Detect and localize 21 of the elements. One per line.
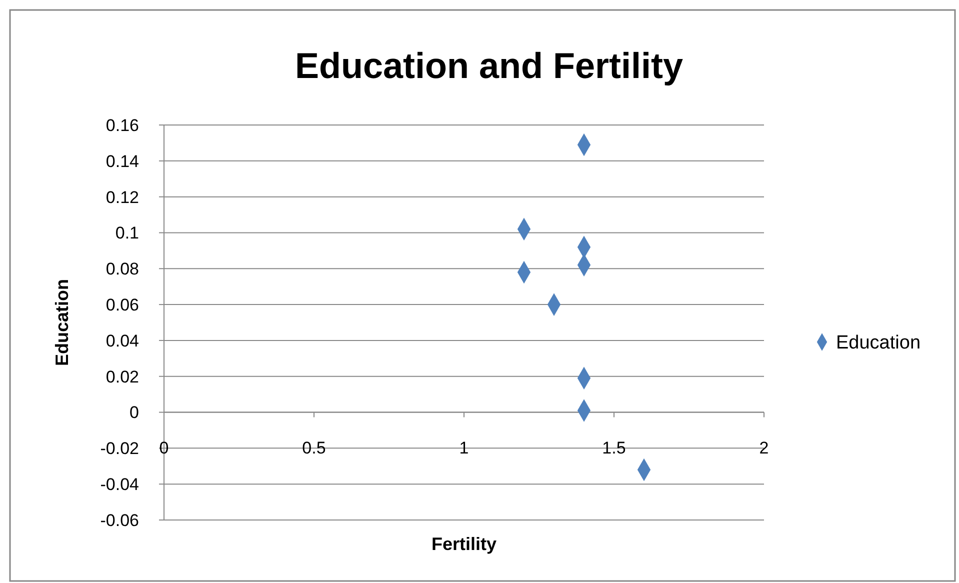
y-tick-label: 0.12: [106, 188, 139, 207]
y-tick-label: -0.02: [100, 439, 139, 458]
y-axis-title: Education: [52, 278, 72, 366]
chart-title: Education and Fertility: [294, 45, 684, 86]
x-tick-label: 0.5: [302, 438, 326, 458]
y-tick-label: 0.16: [106, 116, 139, 135]
x-axis-title: Fertility: [431, 534, 497, 554]
y-tick-label: 0.02: [106, 367, 139, 386]
y-tick-label: -0.04: [100, 475, 139, 494]
x-tick-label: 2: [759, 438, 769, 458]
y-tick-label: 0: [130, 403, 139, 422]
y-tick-label: -0.06: [100, 510, 139, 530]
y-tick-label: 0.1: [115, 224, 139, 243]
y-tick-label: 0.04: [106, 331, 139, 350]
y-tick-label: 0.14: [106, 152, 139, 171]
x-tick-label: 1: [459, 438, 469, 458]
x-tick-label: 1.5: [602, 438, 626, 458]
legend-label: Education: [836, 332, 921, 354]
y-tick-label: 0.06: [106, 295, 139, 314]
y-tick-label: 0.08: [106, 260, 139, 279]
x-tick-label: 0: [159, 438, 169, 458]
